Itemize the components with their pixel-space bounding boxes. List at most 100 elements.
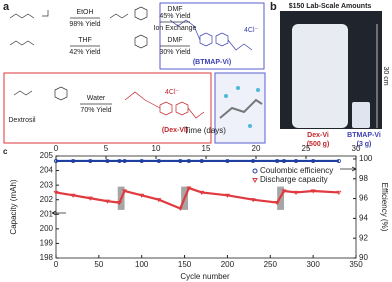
y-tick-label: 202 bbox=[40, 195, 54, 204]
model-box bbox=[214, 72, 266, 144]
point bbox=[251, 158, 256, 163]
molecule bbox=[42, 10, 49, 17]
point bbox=[281, 158, 286, 163]
x2-tick-label: 25 bbox=[302, 144, 311, 153]
axis-arrow bbox=[51, 210, 66, 216]
counter-ion: 4Cl⁻ bbox=[244, 27, 259, 34]
x-tick-label: 250 bbox=[264, 260, 278, 269]
point bbox=[54, 158, 59, 163]
condition: Ion Exchange bbox=[154, 25, 197, 32]
ring bbox=[54, 86, 68, 101]
point bbox=[71, 158, 76, 163]
y-tick-label: 200 bbox=[40, 224, 54, 233]
point bbox=[293, 190, 299, 196]
y-tick-label: 205 bbox=[40, 151, 54, 160]
x2-tick-label: 30 bbox=[352, 144, 361, 153]
point bbox=[275, 158, 280, 163]
yield: 45% Yield bbox=[159, 13, 190, 20]
x2-axis-title: Time (days) bbox=[184, 126, 226, 135]
point bbox=[156, 158, 161, 163]
photo-title: $150 Lab-Scale Amounts bbox=[289, 3, 372, 10]
point bbox=[199, 158, 204, 163]
ring bbox=[199, 32, 213, 47]
y2-tick-label: 100 bbox=[359, 154, 373, 163]
chart: c Time (days) Cycle number Capacity (mAh… bbox=[3, 126, 389, 281]
condition: DMF bbox=[167, 6, 182, 13]
x-tick-label: 150 bbox=[178, 260, 192, 269]
molecule bbox=[187, 107, 205, 119]
x-tick-label: 50 bbox=[94, 260, 103, 269]
y2-tick-label: 98 bbox=[359, 174, 368, 183]
atom bbox=[248, 124, 252, 128]
point bbox=[104, 199, 110, 204]
point bbox=[336, 158, 341, 163]
point bbox=[336, 190, 342, 196]
model bbox=[219, 98, 263, 119]
y-tick-label: 203 bbox=[40, 180, 54, 189]
panel-label: c bbox=[3, 147, 8, 156]
molecule bbox=[124, 91, 161, 109]
molecule bbox=[9, 13, 35, 19]
point bbox=[122, 189, 128, 194]
point bbox=[225, 158, 230, 163]
item-amount: (3 g) bbox=[357, 141, 372, 148]
counter-ion: 4Cl⁻ bbox=[165, 89, 180, 96]
point bbox=[274, 201, 280, 206]
ring bbox=[134, 34, 148, 49]
item-name: Dex-Vi bbox=[307, 132, 329, 139]
atom bbox=[256, 88, 260, 92]
point bbox=[293, 158, 298, 163]
atom bbox=[236, 86, 240, 90]
legend-marker bbox=[252, 178, 258, 184]
y-axis-title: Capacity (mAh) bbox=[9, 179, 18, 234]
y-tick-label: 198 bbox=[40, 253, 54, 262]
point bbox=[117, 158, 122, 163]
y-tick-label: 204 bbox=[40, 166, 54, 175]
point bbox=[88, 158, 93, 163]
axis-arrow bbox=[340, 166, 357, 172]
ring bbox=[134, 6, 148, 21]
point bbox=[281, 189, 287, 194]
yield: 70% Yield bbox=[80, 107, 111, 114]
series-line bbox=[55, 186, 339, 210]
point bbox=[87, 196, 93, 201]
product-box bbox=[3, 72, 212, 144]
x-tick-label: 350 bbox=[349, 260, 363, 269]
panel-label: a bbox=[3, 1, 10, 13]
x2-tick-label: 10 bbox=[152, 144, 161, 153]
x2-tick-label: 15 bbox=[202, 144, 211, 153]
x-axis-title: Cycle number bbox=[180, 272, 230, 281]
yield: 42% Yield bbox=[69, 49, 100, 56]
x2-tick-label: 20 bbox=[252, 144, 261, 153]
x-tick-label: 200 bbox=[221, 260, 235, 269]
molecule bbox=[13, 90, 33, 96]
point bbox=[105, 158, 110, 163]
atom bbox=[224, 94, 228, 98]
reagent: Dextrosil bbox=[8, 117, 36, 124]
point bbox=[186, 158, 191, 163]
point bbox=[53, 190, 59, 196]
x2-tick-label: 0 bbox=[54, 144, 59, 153]
yield: 98% Yield bbox=[69, 21, 100, 28]
point bbox=[186, 186, 192, 191]
y2-tick-label: 92 bbox=[359, 233, 368, 242]
molecule bbox=[9, 40, 35, 46]
panel-label: b bbox=[270, 1, 277, 13]
condition: THF bbox=[78, 37, 92, 44]
x2-tick-label: 5 bbox=[104, 144, 109, 153]
bottle bbox=[292, 24, 348, 128]
item-amount: (500 g) bbox=[307, 141, 330, 148]
ring bbox=[159, 101, 173, 116]
ring bbox=[215, 32, 229, 47]
y2-tick-label: 90 bbox=[359, 253, 368, 262]
legend-label: Coulombic efficiency bbox=[260, 166, 333, 175]
point bbox=[199, 190, 205, 196]
point bbox=[311, 158, 316, 163]
yield: 30% Yield bbox=[159, 49, 190, 56]
legend-label: Discharge capacity bbox=[260, 175, 328, 184]
point bbox=[156, 198, 162, 203]
y-tick-label: 201 bbox=[40, 209, 54, 218]
x-tick-label: 0 bbox=[54, 260, 59, 269]
molecule bbox=[169, 19, 201, 41]
